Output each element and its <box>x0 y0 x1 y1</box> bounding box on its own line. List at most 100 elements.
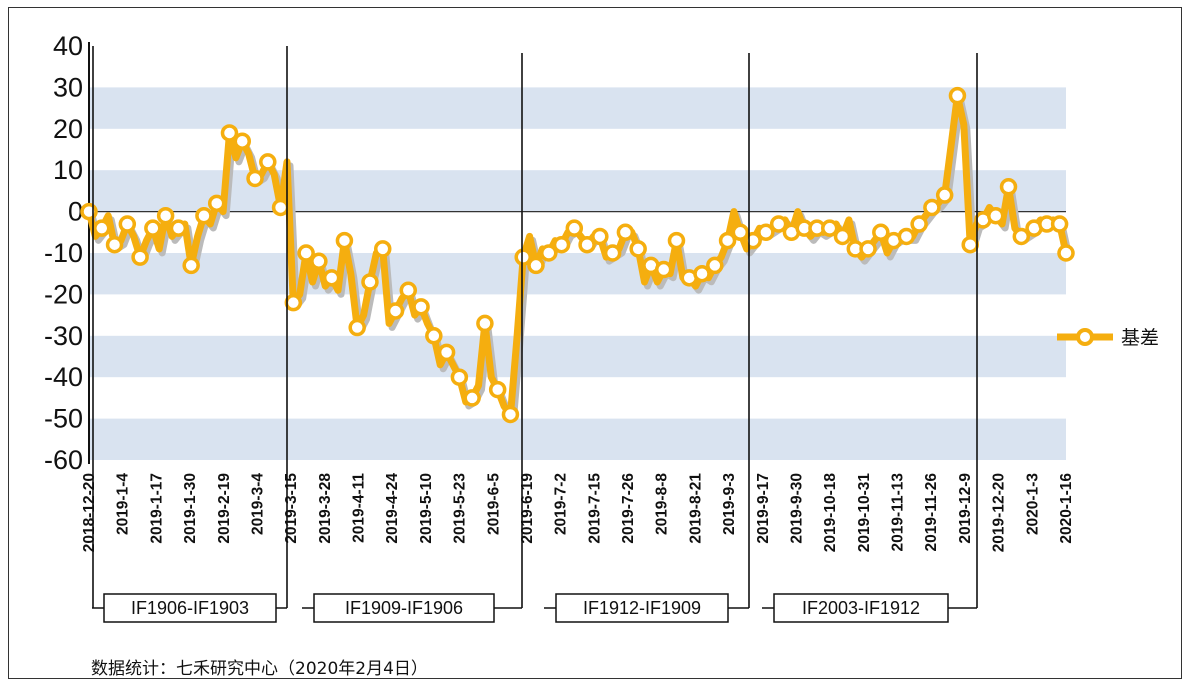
data-point <box>565 219 584 237</box>
y-tick-label: -10 <box>44 238 83 268</box>
chart-frame: 40 30 20 10 0 -10 -20 -30 -40 -50 -60 IF1906-IF190… <box>8 7 1182 679</box>
grid-bands <box>89 87 1066 460</box>
data-point <box>105 235 124 254</box>
x-tick-label: 2019-3-4 <box>249 473 266 535</box>
source-note: 数据统计：七禾研究中心（2020年2月4日） <box>91 659 428 679</box>
data-point <box>693 264 711 283</box>
data-point <box>654 260 673 279</box>
data-point <box>322 269 341 287</box>
series-markers <box>80 86 1075 424</box>
data-point <box>552 235 571 254</box>
data-point <box>437 343 456 362</box>
y-tick-label: -50 <box>44 404 83 434</box>
data-point <box>999 178 1018 196</box>
data-point <box>731 223 750 242</box>
x-tick-label: 2019-1-17 <box>148 473 165 544</box>
data-point <box>297 244 315 262</box>
x-tick-label: 2019-11-13 <box>890 473 907 552</box>
data-point <box>514 248 532 266</box>
x-tick-label: 2019-9-30 <box>788 473 805 544</box>
rollover-label: IF1906-IF1903 <box>131 598 249 618</box>
x-tick-label: 2019-8-8 <box>654 473 671 535</box>
y-tick-label: -40 <box>44 362 83 392</box>
rollover-markers: IF1906-IF1903 IF1909-IF1906 IF1912-IF1909 I… <box>92 46 978 623</box>
x-tick-label: 2019-6-19 <box>519 473 536 544</box>
legend-marker <box>1076 328 1094 346</box>
data-point <box>1057 244 1075 262</box>
grid-band <box>89 87 1066 129</box>
x-tick-label: 2018-12-20 <box>81 473 98 552</box>
data-point <box>80 202 98 221</box>
rollover-label-box <box>555 593 729 623</box>
data-point <box>616 223 635 242</box>
data-point <box>310 252 328 271</box>
data-point <box>923 198 941 217</box>
data-point <box>399 281 418 300</box>
data-point <box>540 244 558 262</box>
x-tick-label: 2019-3-15 <box>283 473 300 544</box>
y-tick-label: 40 <box>53 31 83 61</box>
rollover-label: IF1912-IF1909 <box>583 598 701 618</box>
data-point <box>1012 227 1031 246</box>
data-point <box>1050 215 1069 233</box>
data-point <box>629 240 647 258</box>
data-point <box>169 219 188 237</box>
data-point <box>271 198 290 217</box>
data-point <box>450 368 469 386</box>
x-tick-label: 2020-1-3 <box>1024 473 1041 535</box>
y-tick-label: -60 <box>44 445 83 475</box>
x-tick-label: 2019-1-4 <box>115 473 132 535</box>
y-tick-label: 10 <box>53 155 83 185</box>
data-point <box>706 256 724 275</box>
rollover-label-box <box>313 593 495 623</box>
grid-band <box>89 170 1066 212</box>
x-tick-label: 2020-1-16 <box>1058 473 1075 544</box>
x-tick-label: 2019-10-31 <box>856 473 873 553</box>
x-tick-label: 2019-4-11 <box>351 473 368 543</box>
data-point <box>488 380 507 399</box>
x-tick-label: 2019-9-3 <box>721 473 738 535</box>
data-point <box>144 219 162 237</box>
x-tick-label: 2019-12-20 <box>991 473 1008 552</box>
data-point <box>246 169 264 188</box>
y-tick-label: 30 <box>53 72 83 102</box>
data-point <box>259 153 277 171</box>
data-point <box>987 206 1005 225</box>
x-tick-label: 2019-3-28 <box>317 473 334 544</box>
x-axis: 2018-12-20 2019-1-4 2019-1-17 2019-1-30 2019… <box>81 473 1075 553</box>
data-point <box>667 231 686 250</box>
x-tick-label: 2019-9-17 <box>755 473 772 544</box>
data-point <box>361 273 379 291</box>
rollover-label: IF2003-IF1912 <box>802 598 920 618</box>
y-tick-label: 20 <box>53 114 83 144</box>
grid-band <box>89 335 1066 378</box>
data-point <box>207 194 226 213</box>
data-point <box>769 215 788 233</box>
data-point <box>578 235 596 254</box>
rollover-label-box <box>773 593 949 623</box>
x-tick-label: 2019-5-23 <box>452 473 469 544</box>
basis-line-chart: 40 30 20 10 0 -10 -20 -30 -40 -50 -60 IF1906-IF190… <box>44 31 1159 623</box>
data-point <box>118 215 137 233</box>
data-point <box>348 318 366 337</box>
x-tick-label: 2019-6-5 <box>485 473 502 535</box>
data-point <box>603 244 622 262</box>
x-tick-label: 2019-7-26 <box>620 473 637 544</box>
data-point <box>935 186 954 204</box>
data-point <box>591 227 609 246</box>
x-tick-label: 2019-8-21 <box>687 473 704 544</box>
x-tick-label: 2019-5-10 <box>418 473 435 544</box>
data-point <box>501 405 520 424</box>
legend-label: 基差 <box>1121 327 1159 349</box>
x-tick-label: 2019-7-2 <box>553 473 570 535</box>
rollover-label-box <box>103 593 277 623</box>
data-point <box>910 215 928 233</box>
y-tick-label: 0 <box>68 197 83 227</box>
data-point <box>195 206 213 225</box>
data-point <box>757 223 775 242</box>
data-point <box>220 124 239 142</box>
data-point <box>233 132 252 150</box>
data-point <box>718 231 737 250</box>
data-point <box>93 219 111 237</box>
y-axis: 40 30 20 10 0 -10 -20 -30 -40 -50 -60 <box>44 31 1066 475</box>
